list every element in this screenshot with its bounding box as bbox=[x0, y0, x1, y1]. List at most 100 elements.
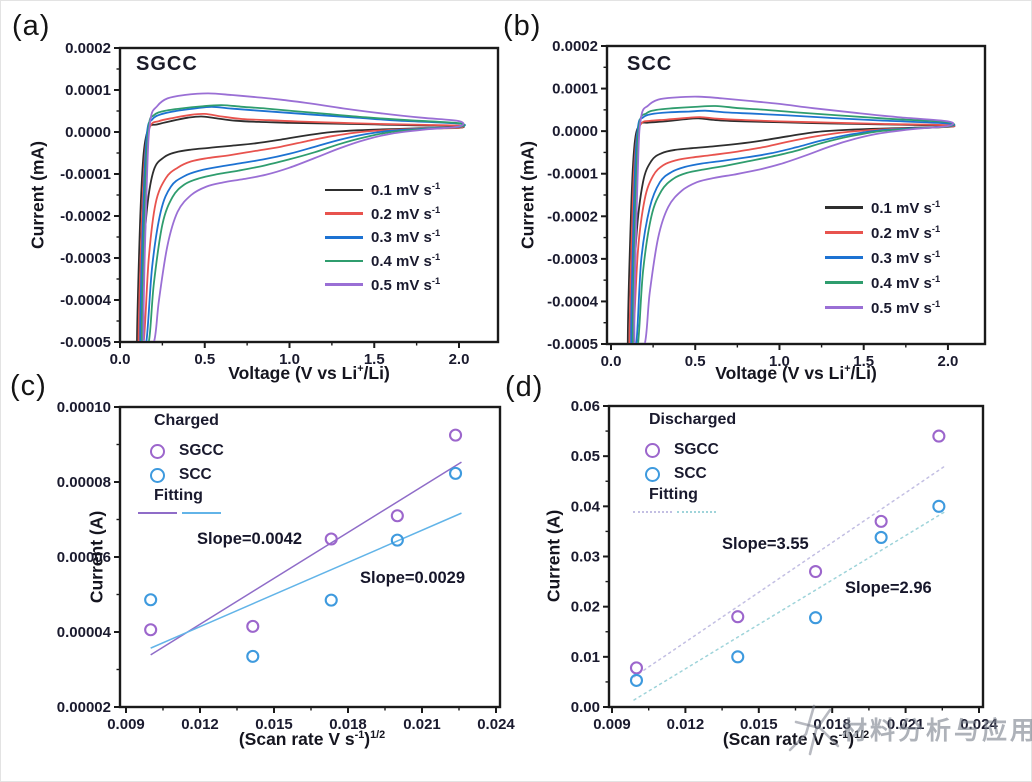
legend-entry: 0.2 mV s-1 bbox=[325, 202, 440, 226]
y-tick-label: 0.00004 bbox=[57, 624, 112, 641]
legend-fitting-label: Fitting bbox=[154, 487, 203, 504]
y-tick-label: -0.0004 bbox=[547, 293, 599, 310]
legend-fit-line-swatch bbox=[138, 512, 177, 514]
x-tick-label: 0.024 bbox=[477, 716, 515, 733]
x-tick-label: 1.0 bbox=[769, 353, 790, 370]
legend-label: 0.3 mV s-1 bbox=[871, 248, 941, 267]
scatter-point-sgcc bbox=[809, 564, 823, 579]
x-tick-label: 0.015 bbox=[740, 716, 778, 733]
legend-label: 0.4 mV s-1 bbox=[371, 251, 441, 270]
panel-d-axes: 0.009 0.012 0.015 0.018 0.021 0.0240.060.050.… bbox=[571, 398, 999, 733]
panel-c-ylabel: Current (A) bbox=[86, 510, 107, 604]
y-tick-label: 0.0001 bbox=[65, 82, 111, 99]
y-tick-label: 0.00006 bbox=[57, 549, 111, 566]
slope-annotation-sgcc-discharged: Slope=3.55 bbox=[722, 535, 809, 553]
y-tick-label: -0.0001 bbox=[547, 166, 598, 183]
y-tick-label: 0.02 bbox=[571, 599, 600, 616]
legend-entry: 0.1 mV s-1 bbox=[825, 195, 940, 220]
legend-entry: 0.3 mV s-1 bbox=[325, 225, 440, 249]
scatter-point-sgcc bbox=[731, 610, 745, 624]
legend-line-swatch bbox=[325, 235, 363, 239]
panel-a-curves bbox=[136, 92, 466, 341]
panel-b-xlabel: Voltage (V vs Li+/Li) bbox=[715, 363, 877, 383]
scatter-point-sgcc bbox=[932, 429, 946, 443]
slope-annotation-sgcc-charged: Slope=0.0042 bbox=[197, 530, 303, 548]
legend-title: Discharged bbox=[649, 411, 737, 428]
panel-a-legend: 0.1 mV s-1 0.2 mV s-1 0.3 mV s-1 0.4 mV s-1… bbox=[325, 178, 440, 296]
legend-fitting-label: Fitting bbox=[649, 486, 698, 503]
legend-entry: SGCC bbox=[150, 439, 224, 463]
legend-fit-swatches bbox=[138, 512, 224, 514]
legend-line-swatch bbox=[825, 231, 863, 234]
x-tick-label: 0.018 bbox=[329, 716, 367, 733]
legend-line-swatch bbox=[325, 283, 363, 286]
panel-b-legend: 0.1 mV s-1 0.2 mV s-1 0.3 mV s-1 0.4 mV s-1… bbox=[825, 195, 940, 320]
panel-a-ylabel: Current (mA) bbox=[27, 141, 48, 249]
y-tick-label: -0.0003 bbox=[547, 251, 598, 268]
x-tick-label: 0.021 bbox=[887, 716, 925, 733]
scatter-point-scc bbox=[874, 530, 888, 544]
fit-line-sgcc bbox=[150, 461, 462, 656]
legend-entry: 0.5 mV s-1 bbox=[825, 295, 940, 320]
legend-label: SCC bbox=[179, 466, 212, 483]
panel-b-ylabel: Current (mA) bbox=[517, 141, 538, 249]
x-tick-label: 1.5 bbox=[364, 351, 385, 368]
y-tick-label: -0.0005 bbox=[60, 334, 111, 351]
legend-entry: SGCC bbox=[645, 438, 736, 462]
x-tick-label: 0.024 bbox=[960, 716, 998, 733]
panel-a-xlabel: Voltage (V vs Li+/Li) bbox=[228, 363, 390, 383]
legend-entry: 0.3 mV s-1 bbox=[825, 245, 940, 270]
legend-circle-marker bbox=[645, 466, 660, 482]
legend-circle-marker bbox=[645, 442, 660, 458]
x-tick-label: 0.0 bbox=[601, 353, 622, 370]
x-tick-label: 0.015 bbox=[255, 716, 293, 733]
scatter-point-sgcc bbox=[246, 619, 260, 633]
panel-d-ylabel: Current (A) bbox=[543, 509, 564, 603]
panel-d-legend: Discharged SGCC SCC Fitting bbox=[633, 411, 736, 513]
panel-b-curves bbox=[626, 95, 956, 343]
slope-annotation-scc-charged: Slope=0.0029 bbox=[360, 569, 466, 587]
y-tick-label: 0.04 bbox=[571, 498, 601, 515]
scatter-point-scc bbox=[390, 533, 404, 547]
panel-d-tag: (d) bbox=[505, 371, 544, 403]
y-tick-label: -0.0002 bbox=[547, 208, 598, 225]
legend-label: 0.2 mV s-1 bbox=[871, 223, 941, 242]
legend-label: 0.1 mV s-1 bbox=[871, 198, 941, 217]
panel-c-data bbox=[144, 428, 463, 663]
y-tick-label: 0.06 bbox=[571, 398, 600, 415]
scatter-point-scc bbox=[629, 673, 644, 687]
y-tick-label: 0.00 bbox=[571, 699, 600, 716]
scatter-point-sgcc bbox=[144, 623, 158, 637]
legend-entry: 0.4 mV s-1 bbox=[825, 270, 940, 295]
scatter-point-sgcc bbox=[324, 532, 338, 546]
legend-circle-marker bbox=[150, 443, 165, 459]
y-tick-label: -0.0001 bbox=[60, 166, 111, 183]
y-tick-label: 0.00002 bbox=[57, 699, 111, 716]
legend-label: SCC bbox=[674, 465, 707, 482]
legend-entry: SCC bbox=[645, 462, 736, 486]
axis-frame bbox=[118, 46, 500, 344]
panel-d-xlabel: (Scan rate V s-1)1/2 bbox=[722, 729, 870, 749]
scatter-point-scc bbox=[246, 649, 260, 663]
legend-line-swatch bbox=[825, 256, 863, 259]
x-tick-label: 0.012 bbox=[667, 716, 705, 733]
legend-line-swatch bbox=[325, 212, 363, 215]
legend-label: 0.4 mV s-1 bbox=[871, 273, 941, 292]
legend-line-swatch bbox=[325, 188, 363, 192]
legend-entry: SCC bbox=[150, 463, 224, 487]
x-tick-label: 0.009 bbox=[107, 716, 145, 733]
legend-label: 0.2 mV s-1 bbox=[371, 204, 441, 223]
y-tick-label: -0.0002 bbox=[60, 208, 111, 225]
scatter-point-scc bbox=[809, 611, 823, 625]
legend-label: 0.5 mV s-1 bbox=[371, 275, 441, 294]
legend-label: SGCC bbox=[179, 442, 224, 459]
legend-label: 0.3 mV s-1 bbox=[371, 228, 441, 247]
scatter-point-scc bbox=[324, 593, 338, 607]
x-tick-label: 1.0 bbox=[279, 351, 300, 368]
scatter-point-sgcc bbox=[629, 661, 644, 675]
panel-c-axes: 0.009 0.012 0.015 0.018 0.021 0.024 0.00010 0.0… bbox=[57, 399, 516, 733]
panel-b-title: SCC bbox=[627, 53, 673, 75]
y-tick-label: 0.00008 bbox=[57, 474, 111, 491]
x-tick-label: 2.0 bbox=[938, 353, 959, 370]
cv-curve-05mVs bbox=[142, 92, 465, 341]
